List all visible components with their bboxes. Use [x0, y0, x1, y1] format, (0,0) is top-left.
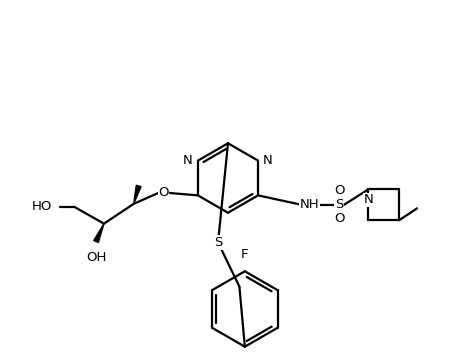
Text: NH: NH — [299, 198, 318, 211]
Text: S: S — [213, 236, 222, 249]
Text: N: N — [262, 154, 272, 167]
Text: OH: OH — [86, 251, 106, 265]
Text: O: O — [333, 212, 344, 225]
Text: O: O — [158, 187, 168, 199]
Text: N: N — [363, 193, 373, 206]
Text: O: O — [333, 184, 344, 197]
Polygon shape — [133, 185, 141, 204]
Text: HO: HO — [32, 200, 52, 213]
Text: F: F — [240, 248, 248, 261]
Text: S: S — [334, 198, 343, 211]
Text: N: N — [183, 154, 193, 167]
Polygon shape — [93, 224, 104, 242]
